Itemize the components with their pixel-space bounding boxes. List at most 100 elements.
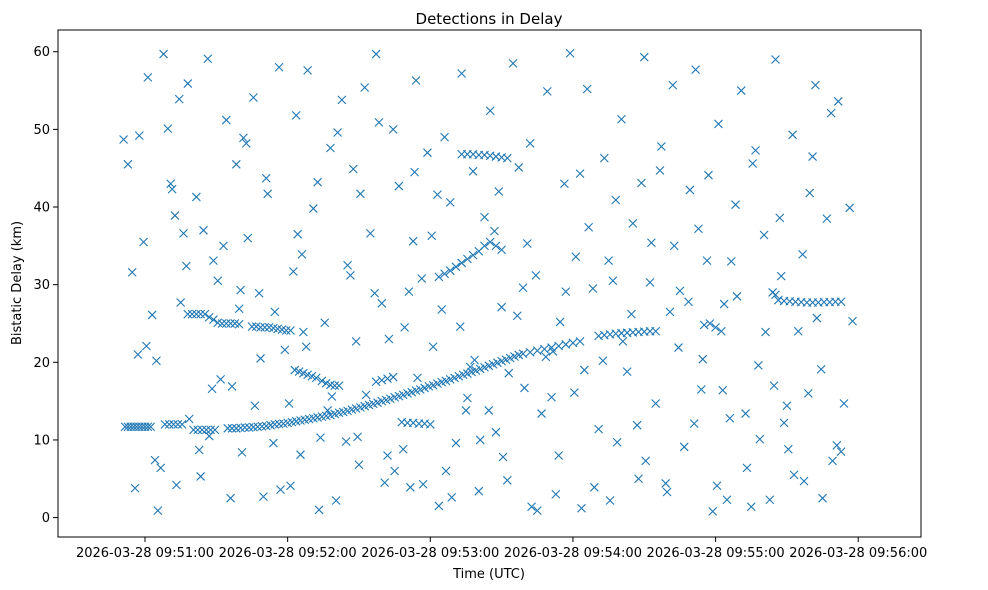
- detection-marker: [532, 506, 542, 515]
- detection-marker: [390, 466, 400, 476]
- detection-marker: [525, 138, 535, 148]
- detection-marker: [174, 94, 184, 104]
- detection-marker: [231, 159, 241, 169]
- detection-marker: [555, 317, 565, 327]
- detection-marker: [169, 420, 178, 429]
- detection-marker: [296, 450, 305, 460]
- detection-marker: [331, 496, 341, 505]
- detection-marker: [514, 163, 524, 172]
- detection-marker: [147, 310, 157, 320]
- detection-marker: [571, 252, 581, 262]
- detection-marker: [311, 373, 321, 383]
- detection-marker: [522, 239, 532, 248]
- detection-marker: [404, 287, 414, 297]
- detection-marker: [176, 298, 186, 307]
- detection-marker: [696, 385, 706, 394]
- detection-marker: [413, 373, 422, 383]
- detection-marker: [551, 489, 561, 499]
- detection-marker: [346, 270, 355, 280]
- detection-marker: [497, 245, 507, 255]
- detection-marker: [674, 343, 683, 352]
- detection-marker: [383, 451, 392, 460]
- detection-marker: [254, 288, 264, 298]
- detection-marker: [237, 447, 247, 457]
- detection-marker: [411, 76, 421, 85]
- detection-marker: [704, 170, 713, 180]
- detection-marker: [712, 481, 722, 491]
- y-tick-label: 20: [33, 356, 50, 371]
- detection-marker: [474, 486, 484, 496]
- detection-marker: [204, 312, 214, 322]
- detection-marker: [243, 233, 253, 243]
- detection-marker: [605, 496, 615, 505]
- detection-marker: [400, 322, 410, 332]
- detection-marker: [741, 409, 750, 418]
- detection-marker: [732, 291, 742, 301]
- detection-marker: [371, 377, 381, 387]
- detection-marker: [698, 354, 708, 364]
- y-axis-ticks: 0 10 20 30 40 50 60: [33, 45, 58, 526]
- detection-marker: [665, 307, 675, 317]
- detection-marker: [353, 432, 362, 442]
- detection-marker: [123, 159, 133, 169]
- detection-marker: [457, 258, 467, 268]
- detection-marker: [612, 437, 622, 447]
- detection-marker: [260, 322, 270, 332]
- detection-marker: [708, 506, 718, 516]
- x-axis-label: Time (UTC): [452, 567, 525, 582]
- detection-marker: [227, 423, 237, 433]
- detection-marker: [164, 420, 174, 429]
- detection-marker: [143, 72, 153, 82]
- detection-marker: [297, 249, 307, 259]
- detection-marker: [782, 401, 792, 411]
- detection-marker: [634, 474, 643, 484]
- detection-marker: [370, 288, 380, 298]
- detection-marker: [512, 311, 522, 321]
- detection-marker: [461, 406, 471, 415]
- y-tick-label: 0: [42, 511, 50, 526]
- x-axis-ticks: 2026-03-28 09:51:00 2026-03-28 09:52:00 20…: [76, 537, 927, 561]
- detection-marker: [689, 419, 699, 429]
- detection-marker: [637, 178, 646, 188]
- detection-marker: [388, 124, 398, 134]
- detection-marker: [455, 322, 465, 331]
- detection-marker: [485, 237, 495, 247]
- detection-marker: [525, 347, 535, 357]
- detection-marker: [405, 482, 415, 492]
- detection-marker: [269, 438, 278, 448]
- detection-marker: [240, 423, 250, 432]
- detection-marker: [691, 65, 701, 74]
- detection-marker: [445, 197, 455, 207]
- detection-marker: [259, 492, 268, 502]
- detection-marker: [789, 470, 799, 480]
- detection-marker: [463, 393, 472, 403]
- detection-marker: [783, 444, 793, 454]
- detection-marker: [330, 381, 340, 390]
- detection-marker: [417, 274, 427, 283]
- detection-marker: [130, 483, 140, 493]
- detection-marker: [313, 177, 323, 187]
- detection-marker: [839, 399, 849, 408]
- detection-marker: [326, 143, 335, 153]
- detection-marker: [731, 200, 740, 210]
- detection-marker: [380, 478, 390, 488]
- detection-marker: [263, 189, 273, 199]
- y-axis-label: Bistatic Delay (km): [10, 221, 25, 345]
- detection-marker: [221, 319, 231, 328]
- detection-marker: [298, 327, 308, 337]
- detection-marker: [765, 495, 775, 505]
- detection-marker: [234, 304, 244, 314]
- detection-marker: [356, 189, 365, 199]
- detection-marker: [360, 83, 370, 92]
- detection-marker: [491, 427, 501, 437]
- detection-marker: [348, 164, 358, 174]
- detection-marker: [317, 376, 327, 386]
- data-markers: [119, 48, 857, 516]
- detection-marker: [200, 309, 210, 319]
- detection-marker: [377, 375, 387, 385]
- detection-marker: [662, 487, 672, 497]
- detection-marker: [226, 493, 235, 503]
- detection-marker: [655, 166, 665, 175]
- detection-marker: [183, 79, 193, 88]
